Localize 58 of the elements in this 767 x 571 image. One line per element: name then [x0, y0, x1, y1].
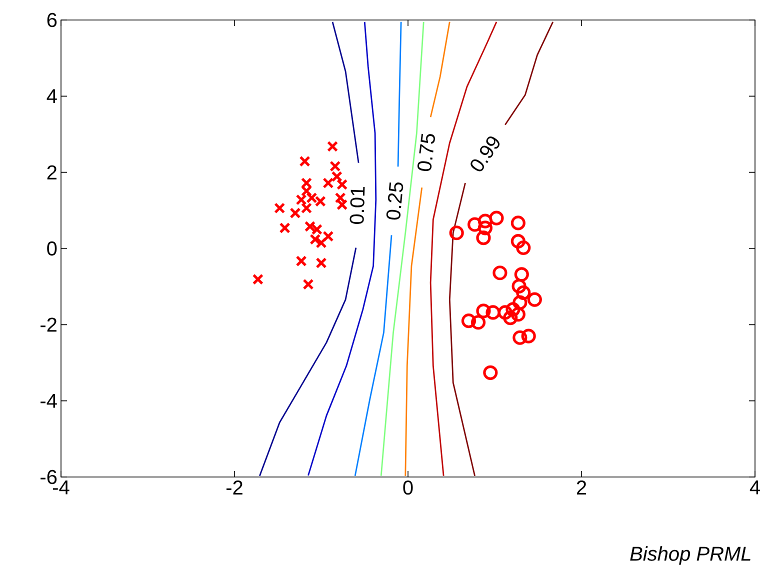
y-tick-label: -2	[40, 318, 56, 332]
point	[336, 178, 348, 190]
point	[290, 208, 301, 219]
y-tick-label: 0	[47, 241, 57, 256]
point	[478, 220, 493, 236]
point	[334, 192, 346, 204]
point	[468, 217, 482, 232]
point	[316, 257, 327, 269]
y-tick-label: -4	[40, 394, 57, 408]
point	[252, 274, 264, 285]
point	[478, 214, 493, 228]
point	[516, 240, 531, 256]
point	[279, 222, 290, 234]
y-tick-label: 4	[46, 89, 57, 104]
point	[516, 285, 531, 300]
point	[483, 365, 498, 380]
point	[506, 302, 520, 317]
point	[512, 330, 528, 345]
point	[510, 216, 526, 230]
point	[336, 199, 348, 210]
point	[486, 305, 500, 320]
x-tick-label: 4	[750, 480, 760, 494]
point	[510, 307, 526, 322]
point	[326, 140, 338, 152]
point	[299, 156, 310, 167]
point	[300, 202, 312, 214]
y-tick-label: 6	[47, 12, 57, 28]
point	[322, 177, 334, 189]
point	[330, 160, 341, 172]
y-tick-label: 2	[47, 165, 56, 180]
point	[510, 234, 526, 249]
text: 0.01	[350, 186, 365, 224]
text: 0.25	[386, 182, 404, 220]
point	[296, 256, 307, 267]
x-tick-label: -2	[226, 480, 242, 494]
point	[449, 226, 464, 240]
line-series	[308, 21, 377, 476]
point	[489, 210, 504, 226]
text: Bishop PRML	[630, 546, 750, 565]
point	[461, 314, 476, 328]
point	[302, 278, 314, 290]
point	[476, 304, 491, 318]
point	[514, 267, 529, 282]
point	[331, 170, 342, 182]
point	[492, 266, 508, 280]
point	[512, 278, 526, 294]
x-tick-label: 0	[403, 480, 413, 495]
point	[274, 202, 286, 214]
point	[322, 230, 334, 242]
point	[503, 310, 518, 326]
x-tick-label: 2	[576, 480, 586, 494]
point	[527, 292, 542, 307]
point	[512, 295, 528, 310]
point	[521, 328, 536, 344]
text: 0.75	[417, 134, 435, 172]
point	[498, 305, 512, 320]
point	[470, 315, 486, 330]
point	[476, 230, 491, 246]
